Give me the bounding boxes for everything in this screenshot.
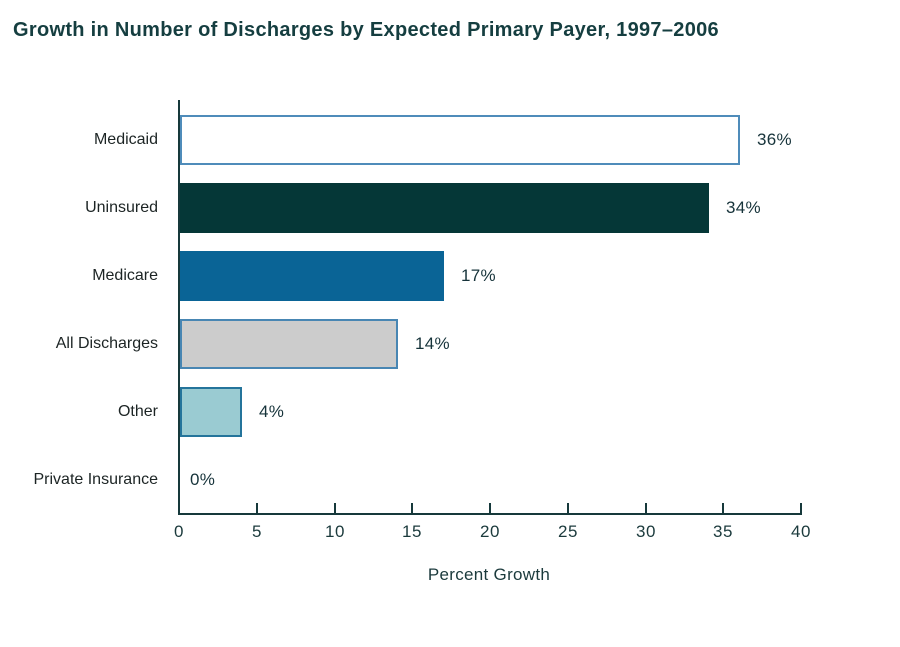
category-label: Uninsured [85, 199, 158, 216]
axis-tick-label: 30 [636, 522, 656, 541]
axis-tick [256, 503, 258, 513]
bar [180, 251, 444, 301]
x-axis-line [178, 513, 802, 515]
axis-tick-label: 20 [480, 522, 500, 541]
chart-title: Growth in Number of Discharges by Expect… [13, 19, 719, 41]
category-label: Private Insurance [33, 471, 158, 488]
axis-tick-label: 0 [174, 522, 184, 541]
axis-tick [645, 503, 647, 513]
axis-tick-label: 40 [791, 522, 811, 541]
axis-tick-label: 25 [558, 522, 578, 541]
category-label: Medicaid [93, 131, 158, 148]
bar [180, 319, 398, 369]
axis-tick [567, 503, 569, 513]
axis-tick [411, 503, 413, 513]
axis-tick [334, 503, 336, 513]
y-axis-line [178, 100, 180, 515]
value-label: 17% [461, 266, 496, 285]
value-label: 36% [757, 130, 792, 149]
value-label: 0% [190, 470, 216, 489]
value-label: 14% [415, 334, 450, 353]
axis-tick [489, 503, 491, 513]
axis-tick-label: 15 [402, 522, 422, 541]
value-label: 34% [726, 198, 761, 217]
bar [180, 387, 242, 437]
axis-tick [722, 503, 724, 513]
axis-tick-label: 10 [325, 522, 345, 541]
x-axis-label: Percent Growth [427, 565, 551, 584]
bar [180, 183, 709, 233]
category-label: Medicare [92, 267, 158, 284]
category-label: Other [117, 403, 158, 420]
axis-tick-label: 5 [252, 522, 262, 541]
bar-chart: Medicaid 36% Uninsured 34% Medicare 17% All Di… [0, 100, 900, 647]
axis-tick-label: 35 [713, 522, 733, 541]
bar [180, 115, 740, 165]
value-label: 4% [259, 402, 285, 421]
category-label: All Discharges [55, 335, 158, 352]
axis-tick [800, 503, 802, 513]
